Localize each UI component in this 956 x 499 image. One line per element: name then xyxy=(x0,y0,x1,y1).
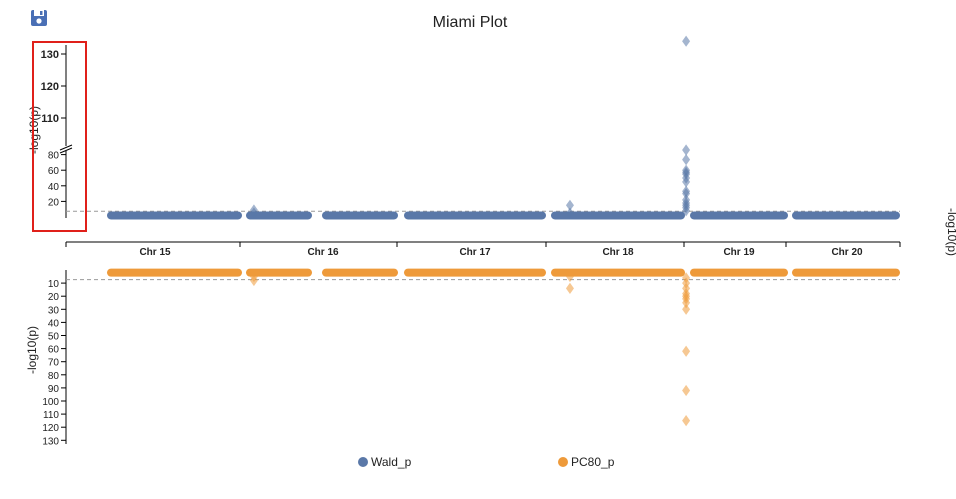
bottom-tick-label: 130 xyxy=(42,436,59,447)
top-point xyxy=(682,194,691,206)
top-point xyxy=(682,166,691,178)
legend-wald-label: Wald_p xyxy=(371,455,412,469)
top-tick-label: 40 xyxy=(48,182,60,193)
bottom-tick-label: 80 xyxy=(48,371,60,382)
axis-break xyxy=(59,144,73,154)
top-tick-label: 110 xyxy=(41,113,59,125)
chromosome-label: Chr 19 xyxy=(723,247,755,258)
bottom-band xyxy=(107,268,242,277)
bottom-band xyxy=(404,268,546,277)
top-band xyxy=(792,211,900,220)
top-band xyxy=(551,211,685,220)
bottom-point xyxy=(565,282,574,294)
chromosome-label: Chr 18 xyxy=(602,247,634,258)
bottom-tick-label: 10 xyxy=(48,279,60,290)
chromosome-label: Chr 20 xyxy=(831,247,863,258)
chromosome-label: Chr 15 xyxy=(139,247,171,258)
top-point xyxy=(565,207,574,219)
top-point xyxy=(682,35,691,47)
bottom-tick-label: 120 xyxy=(42,423,59,434)
chromosome-label: Chr 17 xyxy=(459,247,491,258)
top-ylabel: -log10(p) xyxy=(27,106,41,154)
bottom-band xyxy=(322,268,398,277)
bottom-tick-label: 90 xyxy=(48,384,60,395)
top-tick-label: 60 xyxy=(48,166,60,177)
top-point xyxy=(682,144,691,156)
bottom-band xyxy=(551,268,685,277)
legend-wald-swatch xyxy=(358,457,368,467)
bottom-band xyxy=(792,268,900,277)
bottom-tick-label: 30 xyxy=(48,305,60,316)
bottom-ylabel: -log10(p) xyxy=(25,326,39,374)
save-icon[interactable] xyxy=(30,9,48,27)
bottom-point xyxy=(565,270,574,283)
legend-pc80-swatch xyxy=(558,457,568,467)
legend-pc80-label: PC80_p xyxy=(571,455,615,469)
chart-title: Miami Plot xyxy=(432,14,508,31)
top-band xyxy=(404,211,546,220)
bottom-point xyxy=(249,274,258,287)
top-point xyxy=(682,154,691,166)
bottom-tick-label: 110 xyxy=(43,410,59,421)
top-tick-label: 120 xyxy=(41,81,59,93)
top-point xyxy=(682,185,691,197)
top-tick-label: 20 xyxy=(48,197,60,208)
bottom-band xyxy=(690,268,788,277)
selection-box[interactable] xyxy=(32,41,87,232)
bottom-point xyxy=(682,297,691,309)
legend-pc80[interactable]: PC80_p xyxy=(558,455,614,469)
chromosome-label: Chr 16 xyxy=(307,247,339,258)
bottom-tick-label: 20 xyxy=(48,292,60,303)
bottom-tick-label: 50 xyxy=(48,332,60,343)
bottom-point xyxy=(682,303,691,315)
bottom-point xyxy=(682,415,691,427)
top-band xyxy=(322,211,398,220)
top-band xyxy=(690,211,788,220)
top-point xyxy=(249,204,258,216)
legend-wald[interactable]: Wald_p xyxy=(358,455,411,469)
bottom-tick-label: 100 xyxy=(42,397,59,408)
bottom-tick-label: 70 xyxy=(48,358,60,369)
bottom-tick-label: 60 xyxy=(48,345,60,356)
top-band xyxy=(107,211,242,220)
bottom-tick-label: 40 xyxy=(48,318,60,329)
bottom-band xyxy=(246,268,312,277)
bottom-point xyxy=(682,345,691,357)
top-tick-label: 80 xyxy=(48,151,60,162)
top-point xyxy=(565,199,574,211)
top-tick-label: 130 xyxy=(41,49,59,61)
top-ylabel-right: -log10(p) xyxy=(945,208,956,256)
top-band xyxy=(246,211,312,220)
bottom-point xyxy=(682,384,691,397)
